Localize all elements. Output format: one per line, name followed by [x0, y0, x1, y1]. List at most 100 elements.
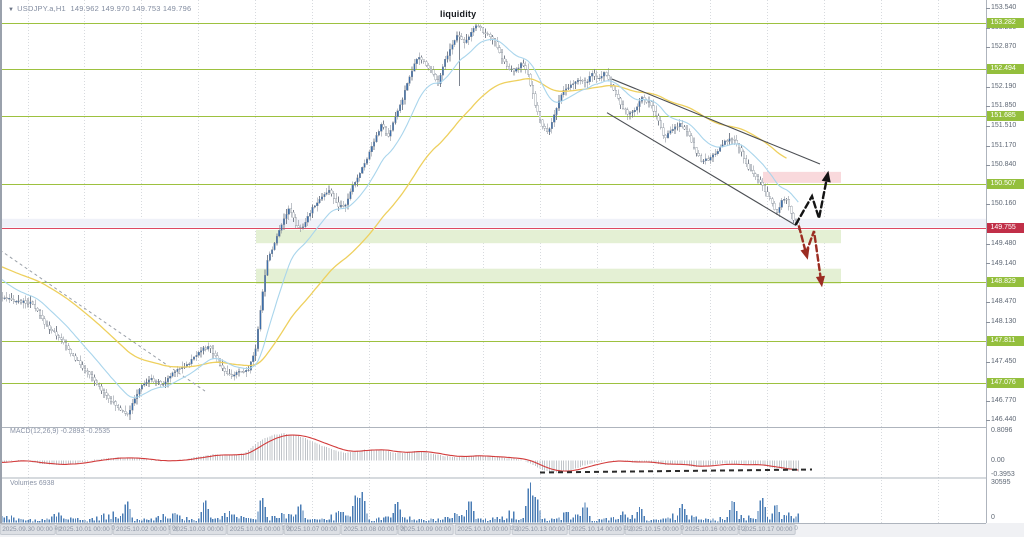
candle-body: [223, 368, 226, 372]
candle-body: [451, 44, 454, 50]
candle-body: [204, 347, 207, 350]
candle-body: [612, 84, 615, 91]
candle-body: [5, 297, 8, 299]
candle-body: [143, 383, 146, 386]
candle-body: [117, 405, 120, 409]
level-price-badge: 153.282: [986, 18, 1024, 29]
candle-body: [83, 368, 86, 372]
macd-pane-label[interactable]: MACD(12,26,9) -0.2893 -0.2535: [10, 428, 110, 435]
volumes-pane-label[interactable]: Volumes 6938: [10, 480, 54, 487]
candle-body: [283, 218, 286, 225]
date-label: 2025.10.13 00:00: [511, 524, 568, 535]
candle-body: [57, 335, 60, 339]
chart-title[interactable]: ▼ USDJPY.a,H1 149.962 149.970 149.753 149…: [8, 4, 191, 13]
level-lines: [0, 23, 986, 384]
level-price-badge: 152.494: [986, 64, 1024, 74]
candle-body: [479, 26, 482, 29]
time-label-fragment: 0: [111, 525, 116, 532]
channel-upper-trendline: [611, 78, 821, 165]
candle-body: [171, 372, 174, 377]
macd-axis-label: 0.00: [991, 456, 1005, 464]
volumes-indicator-value: 6938: [38, 480, 55, 487]
candle-body: [726, 140, 729, 142]
time-label-fragment: ep: [54, 525, 62, 532]
candle-body: [174, 371, 177, 373]
candle-body: [576, 79, 579, 83]
candle-body: [584, 80, 587, 83]
candle-body: [740, 147, 743, 152]
window-left-border: [0, 0, 2, 523]
candle-body: [396, 110, 399, 118]
candle-body: [287, 208, 290, 215]
price-tick-label: 147.450: [991, 357, 1017, 365]
candle-body: [67, 345, 70, 350]
candle-body: [712, 154, 715, 158]
candle-body: [586, 81, 589, 83]
candle-body: [278, 230, 281, 237]
candle-body: [207, 346, 210, 350]
price-tick-label: 149.140: [991, 259, 1017, 267]
candle-body: [411, 70, 414, 78]
candle-body: [548, 128, 551, 133]
candle-body: [709, 156, 712, 161]
candle-body: [496, 41, 499, 48]
candle-body: [655, 110, 658, 117]
candle-body: [550, 121, 553, 129]
candle-body: [62, 339, 65, 343]
candle-body: [505, 61, 508, 67]
candle-body: [169, 375, 172, 379]
candle-body: [403, 89, 406, 101]
ohlc-values: 149.962 149.970 149.753 149.796: [70, 4, 192, 13]
level-price-badge: 147.076: [986, 378, 1024, 389]
candle-body: [501, 52, 504, 59]
candle-body: [482, 27, 485, 33]
candle-body: [124, 411, 127, 414]
candle-body: [285, 214, 288, 219]
date-label: 2025.10.14 00:00: [568, 524, 625, 535]
price-tick-label: 151.510: [991, 122, 1017, 129]
macd-axis-label: -0.3953: [991, 471, 1015, 479]
date-label: 2025.10.02 00:00: [112, 524, 170, 535]
candle-body: [152, 377, 155, 382]
price-tick-label: 146.440: [991, 416, 1017, 424]
candle-body: [349, 191, 352, 200]
volumes-indicator-name: Volumes: [10, 480, 37, 487]
candle-body: [633, 110, 636, 113]
candle-body: [159, 381, 162, 385]
candle-body: [432, 69, 435, 75]
candle-body: [749, 168, 752, 171]
price-tick-label: 152.190: [991, 82, 1017, 90]
candle-body: [131, 402, 134, 411]
candle-body: [437, 79, 440, 85]
candle-body: [228, 373, 231, 375]
candle-body: [347, 198, 350, 205]
candle-body: [105, 392, 108, 396]
candle-body: [605, 72, 608, 76]
time-label-fragment: 0: [680, 525, 685, 532]
candle-body: [337, 201, 340, 208]
macd-signal-line: [1, 434, 799, 472]
candle-body: [197, 352, 200, 356]
candle-body: [297, 225, 300, 228]
support-zone-lower: [256, 268, 841, 284]
candle-body: [399, 104, 402, 111]
candle-body: [444, 59, 447, 67]
candle-body: [508, 65, 511, 70]
candle-body: [607, 75, 610, 80]
candle-body: [86, 370, 89, 373]
candle-body: [529, 73, 532, 86]
symbol-dropdown-icon[interactable]: ▼: [8, 7, 15, 13]
time-label-fragment: t 0(: [168, 525, 178, 532]
time-label-fragment: ct (: [509, 525, 519, 532]
candle-body: [510, 68, 513, 70]
candle-body: [176, 369, 179, 372]
candle-body: [678, 123, 681, 127]
candle-body: [368, 151, 371, 160]
candle-body: [323, 194, 326, 198]
candle-body: [237, 371, 240, 373]
candle-body: [520, 63, 523, 69]
fast-ma-line: [1, 38, 799, 398]
candle-body: [382, 124, 385, 128]
